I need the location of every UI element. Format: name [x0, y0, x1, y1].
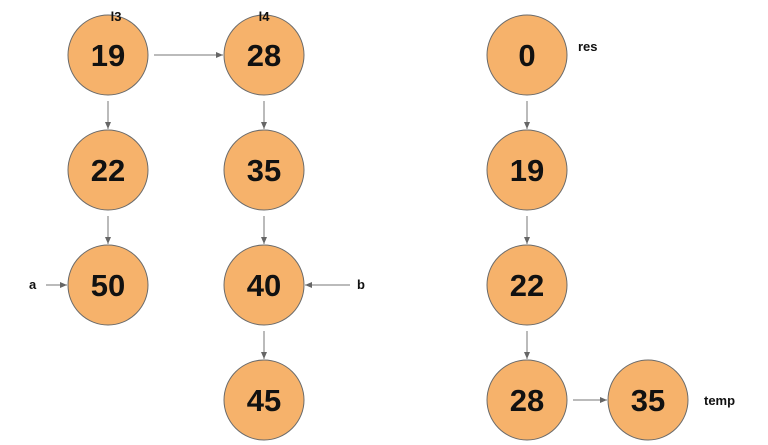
node-value: 28: [510, 383, 544, 418]
node-l4-40: 40: [224, 245, 304, 325]
node-value: 35: [247, 153, 281, 188]
node-value: 45: [247, 383, 281, 418]
label-l4: l4: [259, 9, 271, 24]
node-value: 50: [91, 268, 125, 303]
node-res-22: 22: [487, 245, 567, 325]
node-value: 19: [91, 38, 125, 73]
nodes-layer: 19 22 50 28 35 40 45 0 19 22 28 35: [68, 15, 688, 440]
node-value: 22: [510, 268, 544, 303]
node-res-35: 35: [608, 360, 688, 440]
node-res-0: 0: [487, 15, 567, 95]
node-l3-22: 22: [68, 130, 148, 210]
node-res-19: 19: [487, 130, 567, 210]
node-l4-45: 45: [224, 360, 304, 440]
node-value: 40: [247, 268, 281, 303]
node-value: 0: [518, 38, 535, 73]
label-a: a: [29, 277, 37, 292]
node-value: 28: [247, 38, 281, 73]
node-value: 35: [631, 383, 665, 418]
label-b: b: [357, 277, 365, 292]
label-temp: temp: [704, 393, 735, 408]
node-l4-35: 35: [224, 130, 304, 210]
label-res: res: [578, 39, 598, 54]
node-l3-19: 19: [68, 15, 148, 95]
edges-layer: [46, 55, 607, 400]
node-l3-50: 50: [68, 245, 148, 325]
node-value: 22: [91, 153, 125, 188]
node-l4-28: 28: [224, 15, 304, 95]
node-res-28: 28: [487, 360, 567, 440]
node-value: 19: [510, 153, 544, 188]
label-l3: l3: [111, 9, 122, 24]
